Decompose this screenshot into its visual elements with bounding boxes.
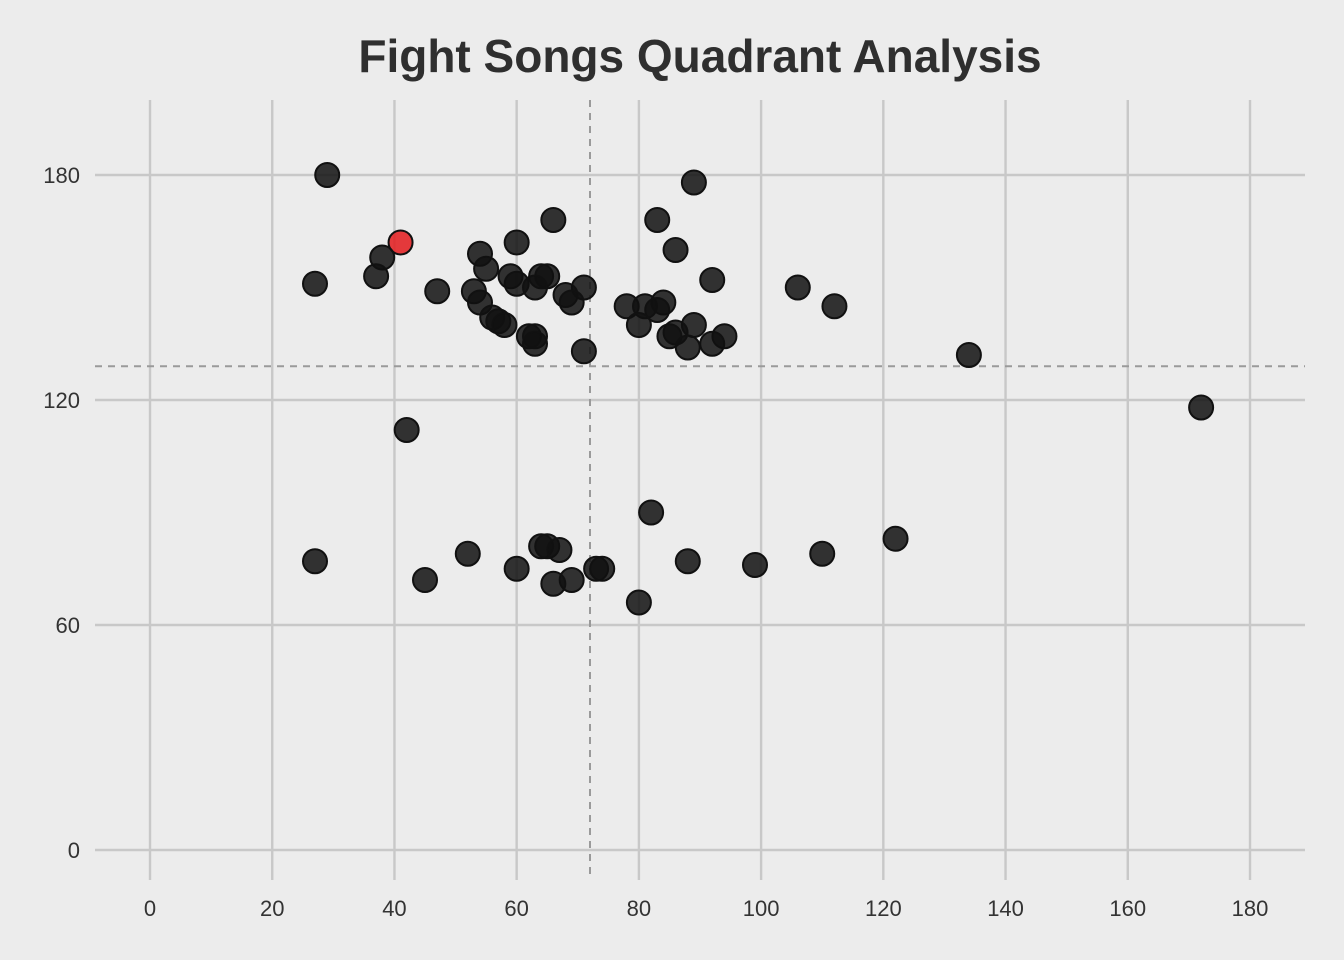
- axis-tick-labels: 0 20 40 60 80 100 120 140 160 180 0 60 120 180: [43, 163, 1268, 921]
- data-point: [363, 263, 390, 290]
- data-point: [491, 312, 518, 338]
- data-point: [503, 229, 530, 256]
- data-point: [742, 552, 768, 578]
- data-point: [662, 237, 689, 263]
- data-point: [558, 289, 585, 316]
- data-point: [1188, 394, 1215, 421]
- data-point: [882, 525, 909, 552]
- data-point: [314, 162, 341, 188]
- chart-title: Fight Songs Quadrant Analysis: [358, 30, 1041, 82]
- data-point: [393, 417, 420, 443]
- y-tick-label: 60: [56, 613, 80, 638]
- x-tick-label: 180: [1232, 896, 1269, 921]
- data-point: [503, 555, 530, 582]
- data-point: [784, 274, 811, 301]
- data-points: [302, 162, 1215, 616]
- data-point: [589, 555, 616, 582]
- data-point: [625, 589, 652, 616]
- data-point: [674, 334, 701, 361]
- x-tick-label: 120: [865, 896, 902, 921]
- highlighted-data-point: [387, 229, 414, 256]
- data-point: [680, 169, 707, 196]
- data-point: [955, 342, 982, 368]
- data-point: [473, 255, 500, 282]
- x-tick-label: 40: [382, 896, 406, 921]
- data-point: [699, 267, 726, 293]
- y-tick-label: 180: [43, 163, 80, 188]
- quadrant-reference-lines: [95, 100, 1305, 880]
- x-tick-label: 60: [504, 896, 528, 921]
- data-point: [644, 297, 671, 323]
- x-tick-label: 20: [260, 896, 284, 921]
- data-point: [522, 330, 548, 357]
- y-tick-label: 0: [68, 838, 80, 863]
- data-point: [412, 567, 438, 593]
- data-point: [546, 537, 573, 563]
- x-tick-label: 140: [987, 896, 1024, 921]
- x-tick-label: 100: [743, 896, 780, 921]
- x-tick-label: 160: [1109, 896, 1146, 921]
- data-point: [699, 330, 726, 357]
- data-point: [625, 312, 652, 338]
- data-point: [821, 293, 848, 320]
- data-point: [454, 540, 481, 567]
- data-point: [540, 570, 567, 597]
- data-point: [424, 278, 451, 305]
- data-point: [809, 540, 836, 567]
- y-tick-label: 120: [43, 388, 80, 413]
- data-point: [570, 338, 597, 365]
- data-point: [302, 270, 328, 297]
- data-point: [540, 207, 567, 233]
- data-point: [638, 499, 665, 526]
- data-point: [302, 548, 328, 575]
- x-tick-label: 80: [627, 896, 651, 921]
- data-point: [644, 207, 671, 233]
- x-tick-label: 0: [144, 896, 156, 921]
- data-point: [674, 548, 701, 575]
- data-point: [522, 274, 548, 301]
